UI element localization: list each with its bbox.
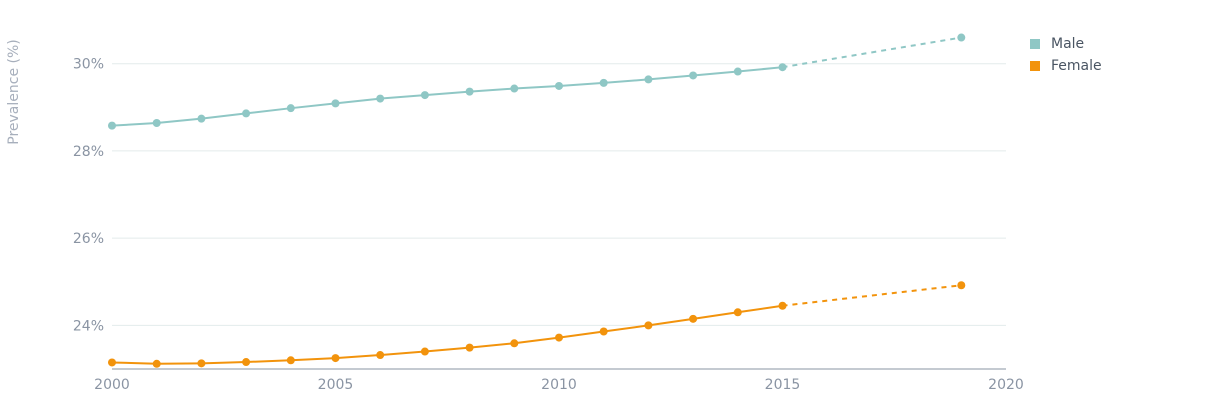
x-tick-label: 2015: [765, 377, 801, 393]
legend-swatch-female: [1030, 61, 1040, 71]
legend: Male Female: [1030, 33, 1102, 77]
data-point[interactable]: [599, 327, 608, 336]
data-point[interactable]: [555, 333, 563, 342]
y-axis-title: Prevalence (%): [6, 39, 22, 145]
data-point[interactable]: [465, 343, 474, 352]
data-point[interactable]: [689, 314, 698, 323]
data-point[interactable]: [644, 75, 653, 84]
projection-point[interactable]: [957, 281, 966, 290]
data-point[interactable]: [376, 94, 385, 103]
x-tick-label: 2010: [541, 377, 577, 393]
y-tick-label: 28%: [73, 144, 104, 160]
grid-lines: [112, 63, 1006, 326]
data-point[interactable]: [733, 67, 742, 76]
data-point[interactable]: [286, 104, 295, 113]
legend-label-male: Male: [1051, 36, 1085, 52]
projection-line-male: [782, 36, 962, 69]
y-tick-label: 30%: [73, 57, 104, 73]
projection-line-female: [782, 284, 962, 307]
data-point[interactable]: [152, 119, 161, 128]
legend-item-male[interactable]: Male: [1030, 33, 1102, 55]
data-point[interactable]: [152, 359, 161, 368]
data-point[interactable]: [465, 87, 474, 96]
data-point[interactable]: [778, 63, 787, 72]
data-point[interactable]: [197, 114, 206, 123]
data-point[interactable]: [644, 321, 653, 330]
y-tick-label: 24%: [73, 318, 104, 334]
x-tick-label: 2005: [318, 377, 354, 393]
data-point[interactable]: [599, 78, 608, 87]
data-point[interactable]: [108, 121, 116, 130]
data-points: [108, 33, 966, 368]
data-point[interactable]: [555, 81, 563, 90]
x-tick-label: 2020: [988, 377, 1024, 393]
series-line-male: [111, 66, 783, 127]
data-point[interactable]: [242, 358, 251, 367]
data-point[interactable]: [197, 359, 206, 368]
data-point[interactable]: [376, 351, 385, 360]
data-point[interactable]: [108, 358, 116, 367]
data-point[interactable]: [420, 91, 429, 100]
legend-swatch-male: [1030, 39, 1040, 49]
legend-item-female[interactable]: Female: [1030, 55, 1102, 77]
data-point[interactable]: [778, 301, 787, 310]
y-tick-label: 26%: [73, 231, 104, 247]
axes: 24% 26% 28% 30% 2000 2005 2010 2015 2020: [73, 57, 1024, 393]
data-point[interactable]: [420, 347, 429, 356]
data-point[interactable]: [286, 356, 295, 365]
data-point[interactable]: [510, 84, 519, 93]
series-line-female: [111, 304, 783, 365]
data-point[interactable]: [733, 308, 742, 317]
x-tick-label: 2000: [94, 377, 130, 393]
data-point[interactable]: [689, 71, 698, 80]
series-lines: [111, 36, 962, 365]
data-point[interactable]: [331, 99, 340, 108]
data-point[interactable]: [510, 339, 519, 348]
data-point[interactable]: [331, 354, 340, 363]
data-point[interactable]: [242, 109, 251, 118]
legend-label-female: Female: [1051, 58, 1102, 74]
projection-point[interactable]: [957, 33, 966, 42]
